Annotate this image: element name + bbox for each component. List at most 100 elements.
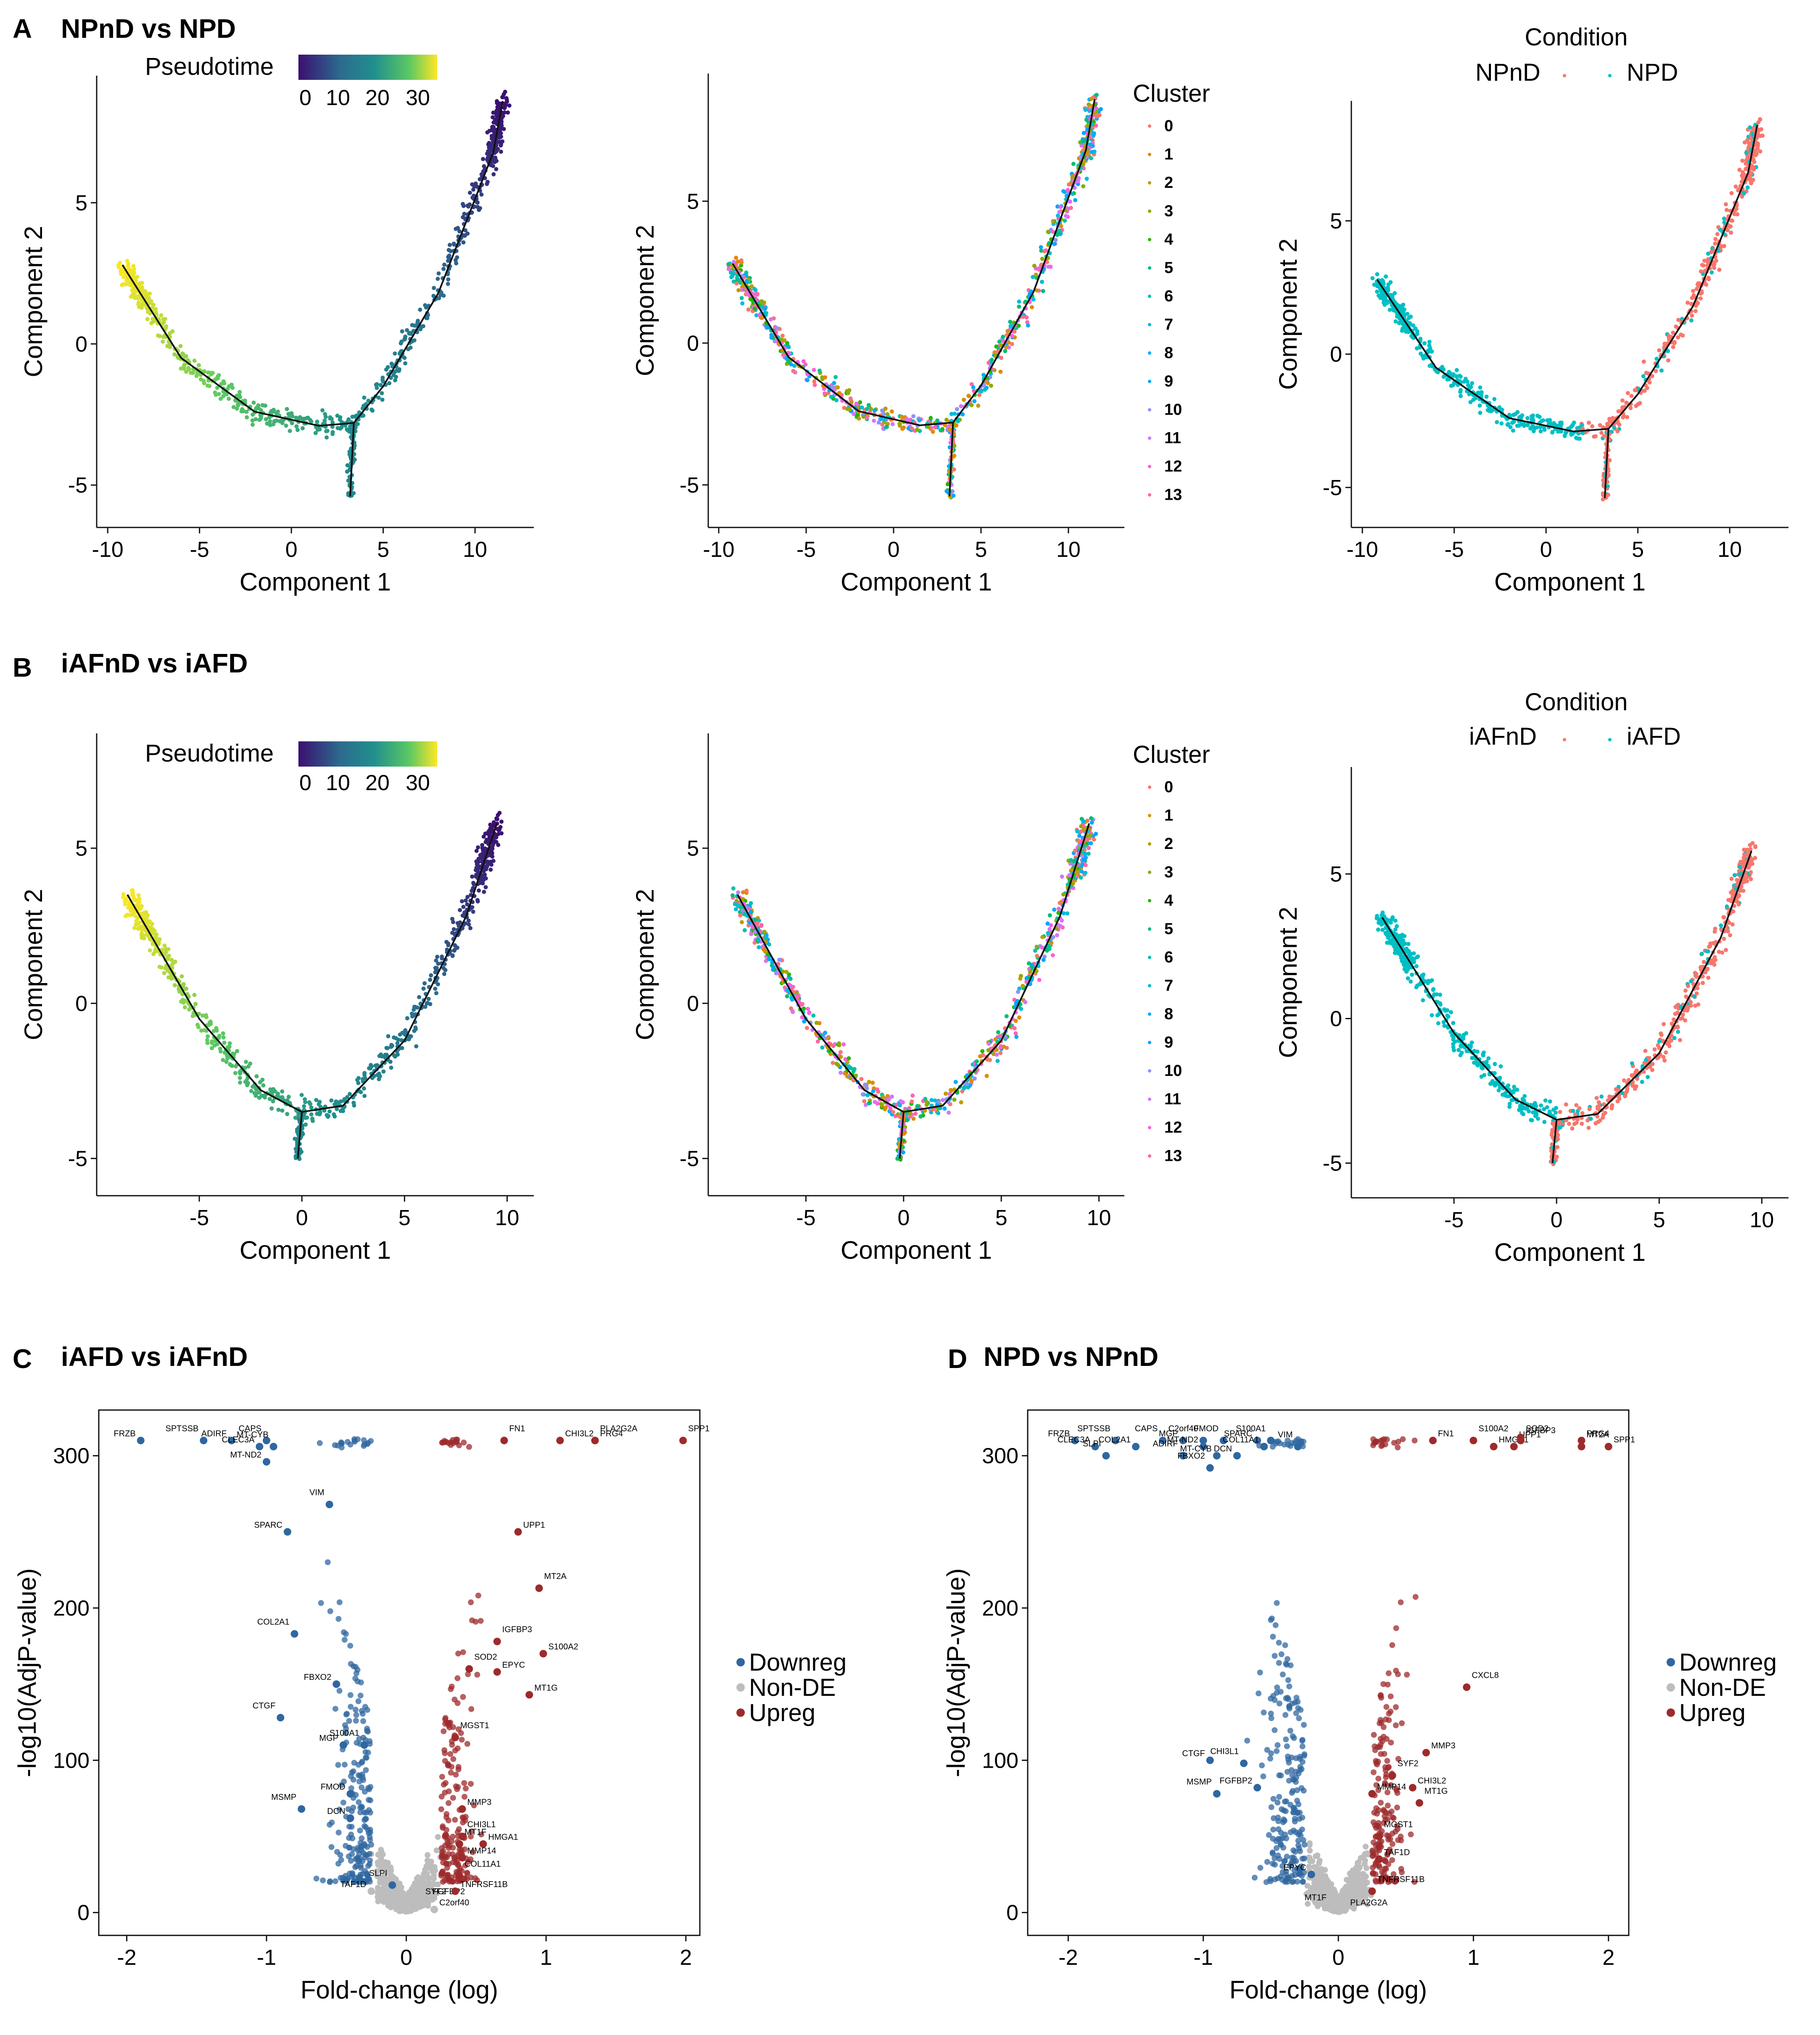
cell-point: [227, 1041, 232, 1046]
cell-point: [230, 1064, 235, 1068]
cell-point: [820, 1045, 825, 1050]
cell-point: [389, 375, 393, 380]
cell-point: [980, 1049, 985, 1054]
cell-point: [496, 105, 501, 109]
cell-point: [989, 383, 993, 388]
cell-point: [234, 1064, 238, 1069]
cell-point: [142, 914, 146, 919]
cell-point: [137, 898, 141, 902]
cell-point: [221, 379, 226, 384]
panel-letter-c: C: [13, 1344, 32, 1374]
cell-point: [917, 418, 922, 423]
cell-point: [1075, 829, 1080, 834]
cell-point: [969, 1079, 974, 1083]
x-tick-label: 10: [1750, 1208, 1774, 1232]
cell-point: [308, 1102, 313, 1106]
cell-point: [274, 411, 279, 415]
cell-point: [423, 303, 427, 308]
cell-point: [320, 408, 325, 413]
cell-point: [221, 1035, 226, 1040]
cell-point: [1415, 346, 1419, 351]
cell-point: [1073, 198, 1078, 203]
cell-point: [403, 1028, 408, 1033]
cell-point: [464, 898, 468, 903]
cell-point: [285, 1098, 290, 1103]
cell-point: [1017, 299, 1021, 304]
cell-point: [1478, 385, 1482, 390]
cell-point: [1691, 289, 1696, 293]
x-tick-label: 5: [377, 538, 389, 562]
cell-point: [764, 311, 768, 315]
y-tick-label: 0: [75, 991, 87, 1016]
cell-points: [1370, 117, 1765, 502]
cell-point: [868, 406, 873, 411]
cell-point: [784, 970, 789, 974]
cell-point: [901, 1150, 905, 1155]
cell-point: [1079, 869, 1084, 874]
cell-point: [974, 1059, 979, 1064]
cell-point: [1060, 918, 1064, 923]
cell-point: [1676, 318, 1681, 322]
cell-point: [369, 407, 374, 412]
cell-point: [942, 1106, 947, 1111]
cell-point: [356, 1081, 361, 1085]
cell-point: [131, 894, 136, 899]
cell-point: [422, 981, 427, 986]
cell-point: [192, 358, 197, 363]
cell-point: [876, 420, 881, 425]
cell-point: [1422, 354, 1426, 359]
x-tick-label: 0: [1540, 538, 1552, 562]
cell-point: [485, 863, 490, 867]
cell-point: [811, 1013, 816, 1018]
cell-point: [224, 392, 229, 397]
cell-point: [244, 409, 249, 414]
cell-point: [184, 986, 189, 991]
y-tick-label: 5: [75, 191, 87, 215]
cell-point: [1089, 820, 1094, 825]
cell-point: [1081, 131, 1086, 135]
cell-point: [944, 417, 949, 422]
cell-point: [421, 324, 426, 329]
cell-point: [262, 1094, 266, 1099]
cell-point: [163, 325, 167, 330]
cell-point: [1085, 152, 1090, 156]
cell-point: [489, 862, 494, 867]
cell-point: [736, 288, 741, 293]
cell-point: [933, 425, 937, 430]
cell-point: [499, 143, 503, 148]
cell-point: [998, 369, 1003, 374]
cell-point: [138, 281, 142, 285]
cell-point: [506, 110, 510, 115]
cell-point: [998, 1051, 1003, 1055]
cell-point: [953, 1080, 958, 1084]
cell-point: [163, 316, 168, 321]
cell-point: [881, 412, 886, 416]
cell-point: [227, 396, 231, 401]
y-tick-label: 0: [687, 991, 699, 1016]
cell-point: [502, 110, 507, 115]
cell-point: [994, 344, 999, 349]
cell-point: [305, 1115, 309, 1120]
cell-point: [475, 865, 480, 870]
cell-point: [1484, 394, 1489, 399]
cell-point: [361, 403, 366, 408]
cell-point: [302, 416, 306, 421]
cell-point: [1087, 846, 1091, 850]
cell-point: [759, 299, 764, 303]
cell-point: [1084, 177, 1089, 181]
cell-point: [197, 363, 201, 368]
cell-point: [133, 278, 138, 283]
cell-point: [1055, 933, 1059, 938]
cell-point: [313, 431, 318, 435]
cell-point: [218, 1046, 222, 1051]
cell-point: [472, 184, 477, 189]
cell-point: [132, 295, 137, 300]
cell-point: [402, 356, 407, 360]
cell-point: [872, 408, 877, 413]
cell-point: [485, 130, 490, 135]
cell-point: [1427, 340, 1432, 344]
cell-point: [1467, 392, 1472, 396]
trajectory-branch: [349, 423, 355, 497]
y-tick-label: 5: [687, 190, 699, 214]
cell-point: [362, 1094, 367, 1098]
